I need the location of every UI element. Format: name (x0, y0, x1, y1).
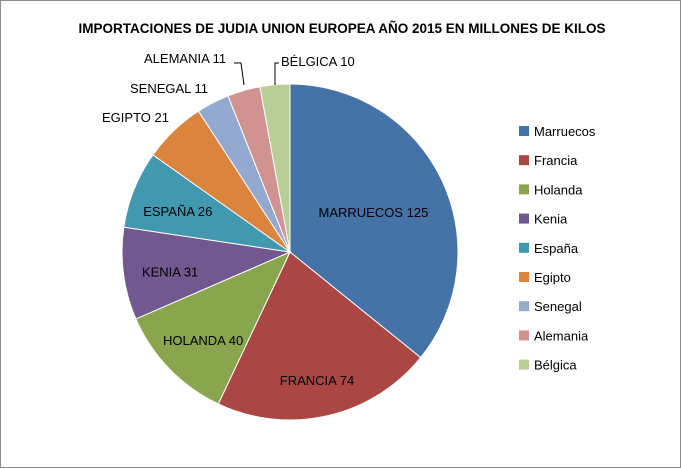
legend-swatch-egipto (519, 272, 529, 282)
legend-entry-egipto: Egipto (534, 270, 571, 285)
data-label-francia: FRANCIA 74 (280, 373, 354, 388)
legend: Marruecos Francia Holanda Kenia España Egipto… (519, 124, 596, 373)
legend-entry-francia: Francia (534, 153, 578, 168)
pie-slice-holanda (135, 251, 292, 405)
pie-slice-kenia (121, 226, 292, 320)
data-label-alemania: ALEMANIA 11 (144, 51, 226, 66)
legend-swatch-belgica (519, 359, 529, 370)
legend-entry-marruecos: Marruecos (534, 124, 596, 139)
data-labels: MARRUECOS 125 FRANCIA 74 HOLANDA 40 KENIA 3… (102, 51, 428, 388)
legend-swatch-holanda (519, 184, 529, 195)
pie-slice-marruecos (289, 83, 459, 359)
data-label-egipto: EGIPTO 21 (102, 110, 169, 125)
leader-line-alemania (234, 62, 245, 86)
legend-entry-espana: España (534, 241, 579, 256)
leader-lines (234, 62, 279, 86)
legend-swatch-senegal (519, 301, 529, 312)
data-label-espana: ESPAÑA 26 (143, 204, 212, 219)
chart-title: IMPORTACIONES DE JUDIA UNION EUROPEA AÑO… (78, 21, 605, 36)
legend-swatch-francia (519, 155, 529, 166)
legend-swatch-alemania (519, 330, 529, 341)
pie-slices (121, 83, 459, 421)
data-label-kenia: KENIA 31 (142, 265, 198, 280)
legend-swatch-marruecos (519, 126, 529, 136)
pie-slice-francia (217, 251, 422, 421)
legend-swatch-espana (519, 242, 529, 253)
legend-entry-senegal: Senegal (534, 299, 582, 314)
legend-entry-belgica: Bélgica (534, 358, 577, 373)
legend-swatch-kenia (519, 213, 529, 224)
legend-entry-holanda: Holanda (534, 182, 583, 197)
data-label-holanda: HOLANDA 40 (163, 333, 243, 348)
legend-entry-alemania: Alemania (534, 328, 589, 343)
data-label-senegal: SENEGAL 11 (130, 81, 208, 96)
data-label-belgica: BÉLGICA 10 (281, 54, 355, 69)
legend-entry-kenia: Kenia (534, 212, 568, 227)
leader-line-belgica (274, 62, 279, 85)
data-label-marruecos: MARRUECOS 125 (318, 205, 428, 220)
